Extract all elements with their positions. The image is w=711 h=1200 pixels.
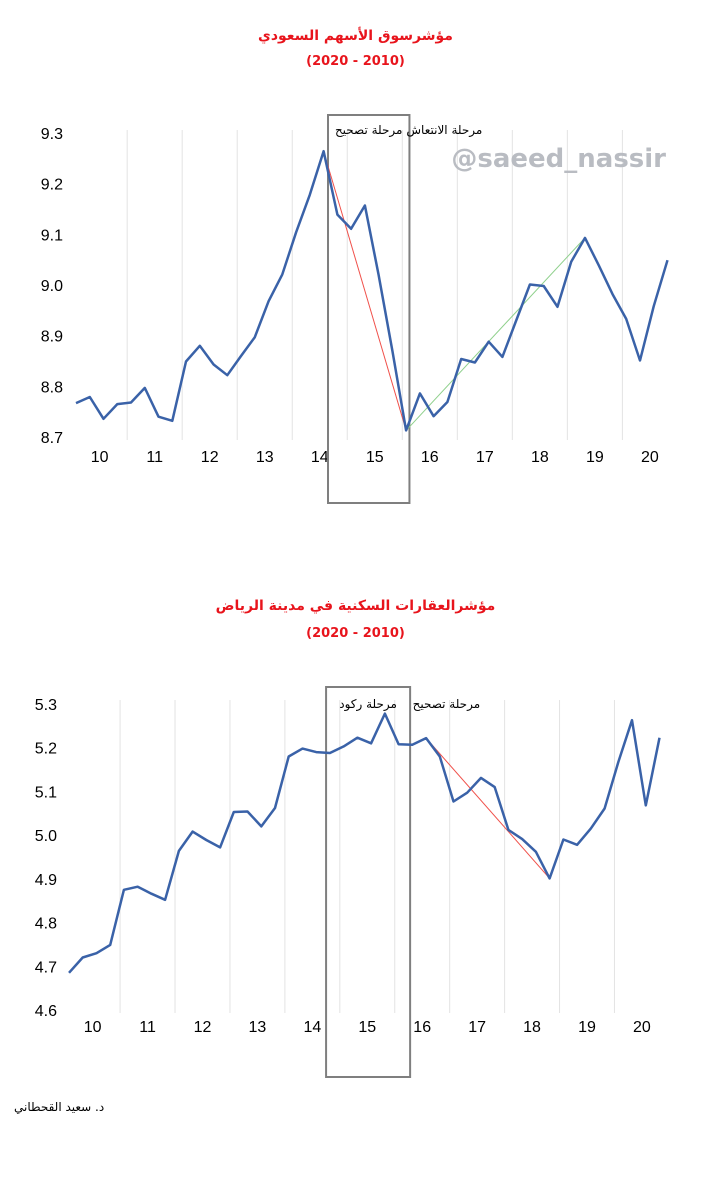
chart2-phase-box	[325, 686, 412, 1078]
chart2-x-tick-label: 20	[633, 1019, 651, 1036]
chart1-x-tick-label: 12	[201, 449, 219, 466]
chart1-subtitle: (2020 - 2010)	[306, 54, 405, 69]
chart2-phase-label: مرحلة تصحيح	[413, 697, 481, 712]
chart2-x-tick-label: 10	[84, 1019, 102, 1036]
chart2-title: مؤشرالعقارات السكنية في مدينة الرياض	[215, 598, 496, 614]
chart2-x-tick-label: 19	[578, 1019, 596, 1036]
chart1-x-tick-label: 17	[476, 449, 494, 466]
chart1-trendline	[323, 151, 407, 431]
chart2-x-tick-label: 14	[303, 1019, 321, 1036]
chart1-x-tick-label: 13	[256, 449, 274, 466]
chart1-x-tick-label: 11	[146, 449, 163, 466]
chart1-x-tick-label: 18	[531, 449, 549, 466]
chart2-x-tick-label: 12	[194, 1019, 212, 1036]
chart1-y-tick-label: 8.7	[41, 430, 63, 447]
chart2-y-tick-label: 4.6	[35, 1003, 57, 1020]
chart2-series-line	[68, 712, 661, 974]
chart1-x-tick-label: 19	[586, 449, 604, 466]
chart1-x-tick-label: 20	[641, 449, 659, 466]
watermark-text: @saeed_nassir	[451, 144, 666, 174]
chart1-trendline	[405, 237, 586, 431]
chart1-y-tick-label: 9.2	[41, 177, 63, 194]
chart2-y-tick-label: 4.9	[35, 872, 57, 889]
author-credit: د. سعيد القحطاني	[14, 1100, 105, 1114]
chart2-x-tick-label: 15	[358, 1019, 376, 1036]
chart2-y-tick-label: 5.1	[35, 784, 57, 801]
chart1-title: مؤشرسوق الأسهم السعودي	[258, 28, 453, 44]
chart2-y-tick-label: 5.0	[35, 828, 57, 845]
chart1-phase-label: مرحلة الانتعاش	[406, 123, 482, 138]
chart1-y-tick-label: 8.8	[41, 379, 63, 396]
chart1-x-tick-label: 10	[91, 449, 109, 466]
chart2-subtitle: (2020 - 2010)	[306, 626, 405, 641]
chart2-x-tick-label: 18	[523, 1019, 541, 1036]
chart1-y-tick-label: 9.3	[41, 126, 63, 143]
chart2-y-tick-label: 4.7	[35, 959, 57, 976]
chart1-phase-box	[327, 114, 411, 504]
chart1-x-tick-label: 14	[311, 449, 329, 466]
chart1-phase-label: مرحلة تصحيح	[335, 123, 403, 138]
chart2-y-tick-label: 5.2	[35, 741, 57, 758]
chart2-x-tick-label: 13	[249, 1019, 267, 1036]
chart2-trendline	[425, 737, 551, 879]
chart1-y-tick-label: 9.1	[41, 227, 63, 244]
chart1-series-line	[75, 149, 669, 432]
chart1-y-tick-label: 8.9	[41, 329, 63, 346]
chart2-y-tick-label: 4.8	[35, 916, 57, 933]
chart2-y-tick-label: 5.3	[35, 697, 57, 714]
chart1-y-tick-label: 9.0	[41, 278, 63, 295]
chart2-x-tick-label: 17	[468, 1019, 486, 1036]
chart2-phase-label: مرحلة ركود	[339, 697, 397, 712]
chart2-x-tick-label: 11	[139, 1019, 156, 1036]
chart2-x-tick-label: 16	[413, 1019, 431, 1036]
chart1-x-tick-label: 15	[366, 449, 384, 466]
chart1-x-tick-label: 16	[421, 449, 439, 466]
